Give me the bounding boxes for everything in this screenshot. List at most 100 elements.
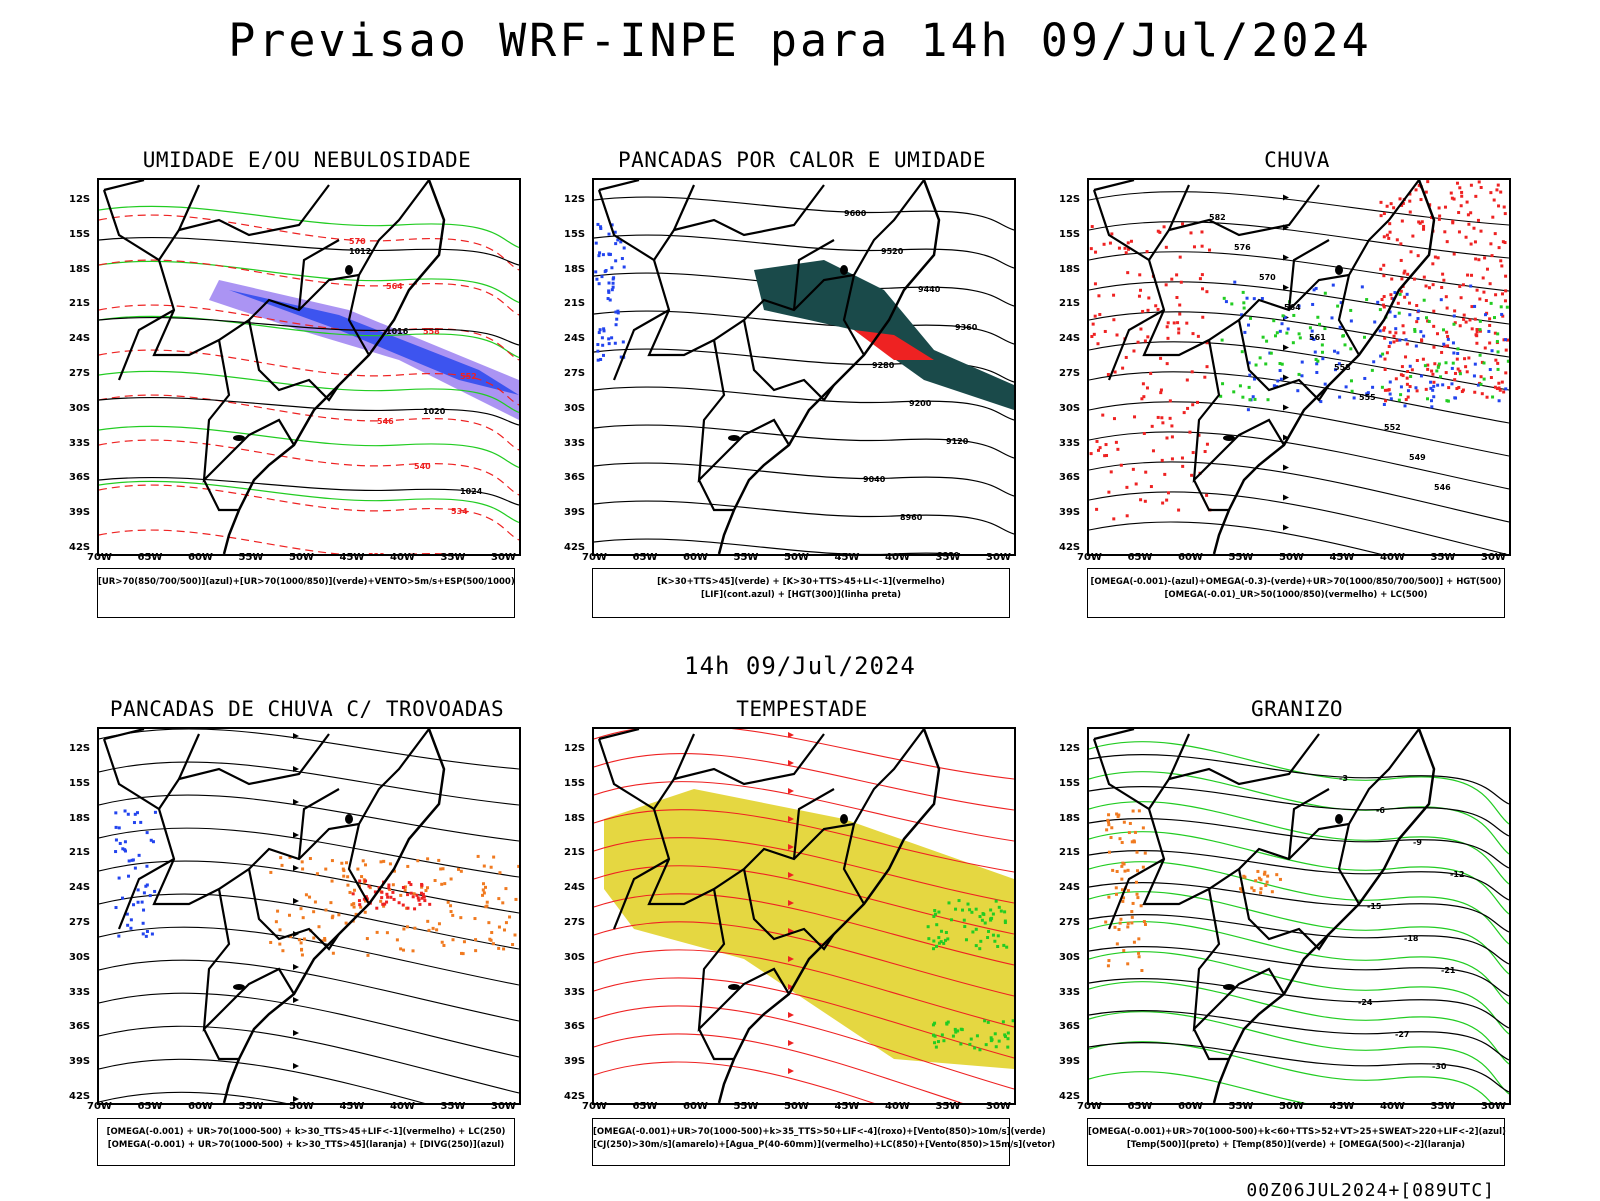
precip-speck	[492, 856, 495, 859]
precip-speck	[1491, 349, 1494, 352]
lon-tick-label: 30W	[986, 1101, 1011, 1112]
precip-speck	[1440, 351, 1443, 354]
precip-speck	[995, 900, 998, 903]
precip-speck	[1301, 361, 1304, 364]
precip-speck	[1488, 342, 1491, 345]
precip-speck	[146, 831, 149, 834]
lon-tick-label: 55W	[734, 1101, 759, 1112]
precip-speck	[1480, 375, 1483, 378]
precip-speck	[937, 911, 940, 914]
precip-speck	[990, 1039, 993, 1042]
lat-tick-label: 18S	[69, 264, 90, 275]
precip-speck	[1392, 206, 1395, 209]
precip-speck	[1409, 365, 1412, 368]
precip-speck	[1479, 320, 1482, 323]
precip-speck	[596, 350, 599, 353]
precip-speck	[1296, 389, 1299, 392]
precip-speck	[434, 879, 437, 882]
map-panel: -3-6-9-12-15-18-21-24-27-30	[1087, 727, 1511, 1105]
precip-speck	[1405, 338, 1408, 341]
lake-mark	[840, 265, 848, 275]
precip-speck	[1406, 293, 1409, 296]
streamline-arrow	[293, 1030, 299, 1036]
precip-speck	[1298, 373, 1301, 376]
lat-tick-label: 15S	[564, 229, 585, 240]
precip-speck	[1315, 371, 1318, 374]
precip-speck	[1107, 821, 1110, 824]
precip-speck	[484, 886, 487, 889]
precip-speck	[602, 354, 605, 357]
precip-speck	[1454, 372, 1457, 375]
precip-speck	[392, 883, 395, 886]
precip-speck	[1409, 211, 1412, 214]
lon-tick-label: 55W	[1229, 1101, 1254, 1112]
precip-speck	[608, 282, 611, 285]
contour-line	[1089, 787, 1509, 836]
precip-speck	[1403, 296, 1406, 299]
panel-legend: [OMEGA(-0.001) + UR>70(1000-500) + k>30_…	[97, 1118, 515, 1166]
lon-tick-label: 60W	[683, 552, 708, 563]
precip-speck	[1264, 362, 1267, 365]
precip-speck	[1423, 276, 1426, 279]
precip-speck	[602, 253, 605, 256]
precip-speck	[379, 900, 382, 903]
lat-tick-label: 36S	[1059, 472, 1080, 483]
precip-speck	[406, 907, 409, 910]
lon-tick-label: 70W	[1077, 1101, 1102, 1112]
precip-speck	[1468, 318, 1471, 321]
streamline-arrow	[788, 1040, 794, 1046]
precip-speck	[451, 914, 454, 917]
precip-speck	[1470, 184, 1473, 187]
contour-line	[1089, 862, 1509, 944]
precip-speck	[935, 1046, 938, 1049]
precip-speck	[937, 936, 940, 939]
precip-speck	[1403, 272, 1406, 275]
precip-speck	[1438, 363, 1441, 366]
lon-tick-label: 40W	[885, 1101, 910, 1112]
lat-tick-label: 33S	[69, 987, 90, 998]
streamline-arrow	[293, 865, 299, 871]
precip-speck	[1381, 386, 1384, 389]
precip-speck	[325, 909, 328, 912]
precip-speck	[1309, 326, 1312, 329]
precip-speck	[940, 930, 943, 933]
precip-speck	[1123, 247, 1126, 250]
precip-speck	[1159, 391, 1162, 394]
precip-speck	[1431, 389, 1434, 392]
precip-speck	[1161, 502, 1164, 505]
precip-speck	[1138, 955, 1141, 958]
contour-line	[1089, 982, 1509, 1064]
precip-speck	[1205, 494, 1208, 497]
precip-speck	[985, 1043, 988, 1046]
precip-speck	[1422, 358, 1425, 361]
precip-speck	[1002, 944, 1005, 947]
precip-speck	[1400, 259, 1403, 262]
precip-speck	[1292, 314, 1295, 317]
precip-speck	[1438, 206, 1441, 209]
precip-speck	[1201, 287, 1204, 290]
contour-label: 552	[1384, 423, 1401, 432]
precip-speck	[443, 882, 446, 885]
precip-speck	[971, 930, 974, 933]
contour-line	[594, 197, 1014, 230]
precip-speck	[1485, 299, 1488, 302]
precip-speck	[514, 898, 517, 901]
precip-speck	[1201, 245, 1204, 248]
precip-speck	[416, 859, 419, 862]
precip-speck	[279, 928, 282, 931]
precip-speck	[1407, 389, 1410, 392]
precip-speck	[1390, 278, 1393, 281]
precip-speck	[1382, 264, 1385, 267]
precip-speck	[463, 940, 466, 943]
precip-speck	[1406, 343, 1409, 346]
lon-tick-label: 40W	[1380, 1101, 1405, 1112]
precip-speck	[1186, 407, 1189, 410]
precip-speck	[1150, 485, 1153, 488]
precip-speck	[1147, 296, 1150, 299]
precip-speck	[1134, 831, 1137, 834]
precip-speck	[413, 927, 416, 930]
precip-speck	[1501, 381, 1504, 384]
border-line	[204, 340, 294, 480]
precip-speck	[1264, 884, 1267, 887]
precip-speck	[1497, 368, 1500, 371]
